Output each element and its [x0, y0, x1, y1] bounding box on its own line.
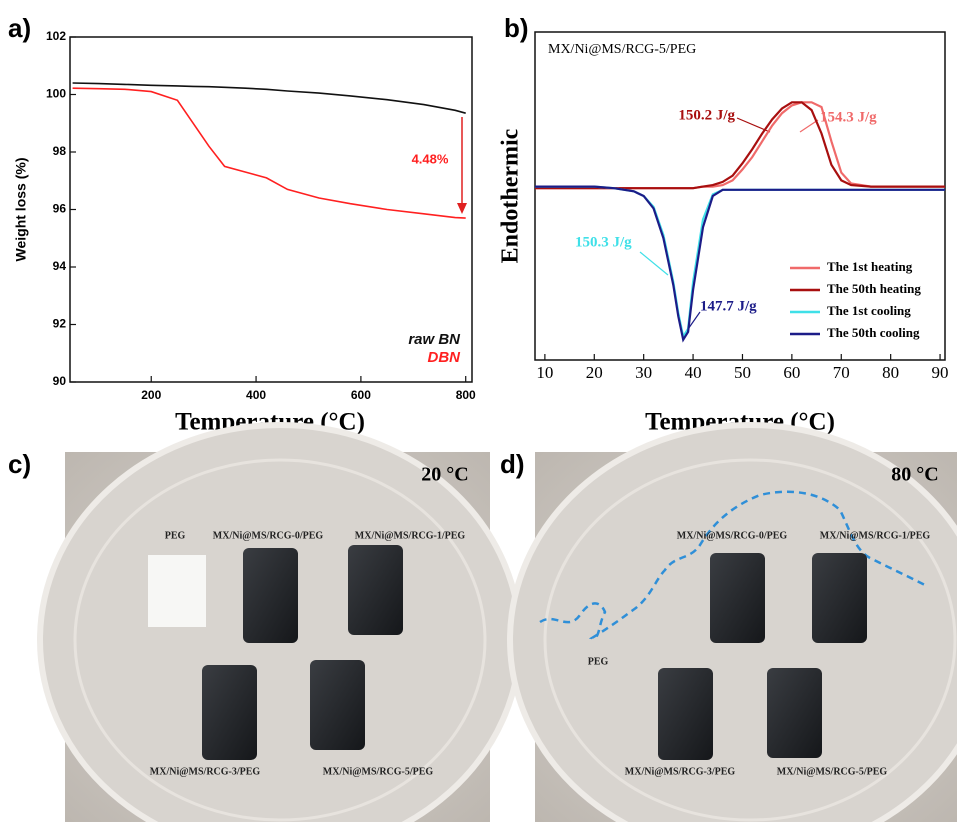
- panel-c: c) PEG MX/Ni@MS/RCG-0/PEG MX/Ni@MS/RCG-1…: [8, 422, 523, 822]
- x-tick-label: 800: [456, 388, 476, 402]
- legend-label: The 1st heating: [827, 259, 913, 274]
- sample: [243, 548, 298, 643]
- legend-label: DBN: [428, 349, 462, 366]
- y-tick-label: 102: [46, 29, 66, 43]
- annotation: 150.2 J/g: [678, 107, 735, 123]
- annotation: 150.3 J/g: [575, 234, 632, 250]
- legend-label: The 50th cooling: [827, 325, 920, 340]
- y-axis-label: Endothermic: [498, 128, 524, 263]
- sample-label: MX/Ni@MS/RCG-3/PEG: [625, 766, 736, 777]
- sample: [348, 545, 403, 635]
- series-line: [535, 101, 945, 190]
- panel-d: d) PEG MX/Ni@MS/RCG-0/PEG MX/Ni@MS/RCG-1…: [500, 422, 957, 822]
- sample: [812, 553, 867, 643]
- series-line: [72, 87, 466, 219]
- arrow-head: [457, 203, 467, 214]
- sample: [310, 660, 365, 750]
- series-line: [72, 82, 466, 114]
- x-tick-label: 600: [351, 388, 371, 402]
- chart-title: MX/Ni@MS/RCG-5/PEG: [548, 42, 696, 57]
- arrow: [799, 119, 819, 133]
- x-tick-label: 200: [141, 388, 161, 402]
- annotation: 147.7 J/g: [700, 298, 757, 314]
- x-tick-label: 20: [586, 363, 603, 382]
- y-tick-label: 92: [53, 317, 67, 331]
- annotation: 154.3 J/g: [820, 109, 877, 125]
- dish-rim: [543, 458, 957, 822]
- sample: [148, 555, 206, 627]
- y-tick-label: 96: [53, 202, 67, 216]
- panel-label: b): [504, 13, 529, 43]
- sample-label: PEG: [588, 656, 609, 667]
- legend-label: The 1st cooling: [827, 303, 911, 318]
- sample-label: MX/Ni@MS/RCG-1/PEG: [820, 530, 931, 541]
- x-tick-label: 40: [685, 363, 702, 382]
- sample-label: MX/Ni@MS/RCG-3/PEG: [150, 766, 261, 777]
- series-line: [535, 185, 945, 343]
- x-tick-label: 80: [882, 363, 899, 382]
- arrow: [639, 251, 669, 276]
- panel-label: d): [500, 449, 525, 479]
- y-tick-label: 100: [46, 87, 66, 101]
- y-tick-label: 90: [53, 374, 67, 388]
- sample-label: PEG: [165, 530, 186, 541]
- legend-label: The 50th heating: [827, 281, 921, 296]
- y-axis-label: Weight loss (%): [13, 158, 29, 262]
- sample-label: MX/Ni@MS/RCG-5/PEG: [777, 766, 888, 777]
- panel-label: a): [8, 13, 31, 43]
- sample-label: MX/Ni@MS/RCG-0/PEG: [677, 530, 788, 541]
- x-tick-label: 90: [932, 363, 949, 382]
- y-tick-label: 98: [53, 144, 67, 158]
- temperature: 20 °C: [421, 464, 468, 486]
- annotation: 4.48%: [412, 151, 449, 166]
- x-tick-label: 70: [833, 363, 850, 382]
- sample-label: MX/Ni@MS/RCG-1/PEG: [355, 530, 466, 541]
- sample: [658, 668, 713, 760]
- x-tick-label: 30: [635, 363, 652, 382]
- dish-rim: [73, 458, 487, 822]
- y-tick-label: 94: [53, 259, 67, 273]
- panel-b: b) MX/Ni@MS/RCG-5/PEG 150.2 J/g 154.3 J/…: [498, 13, 949, 436]
- series-line: [535, 101, 945, 190]
- sample-label: MX/Ni@MS/RCG-5/PEG: [323, 766, 434, 777]
- x-tick-label: 60: [783, 363, 800, 382]
- x-tick-label: 10: [536, 363, 553, 382]
- panel-label: c): [8, 449, 31, 479]
- sample-label: MX/Ni@MS/RCG-0/PEG: [213, 530, 324, 541]
- x-tick-label: 50: [734, 363, 751, 382]
- temperature: 80 °C: [891, 464, 938, 486]
- plot-frame: [534, 31, 946, 361]
- legend-label: raw BN: [408, 331, 461, 348]
- sample: [202, 665, 257, 760]
- sample: [710, 553, 765, 643]
- sample: [767, 668, 822, 758]
- x-tick-label: 400: [246, 388, 266, 402]
- panel-a: a) 4.48% 2004006008009092949698100102Tem…: [8, 13, 476, 436]
